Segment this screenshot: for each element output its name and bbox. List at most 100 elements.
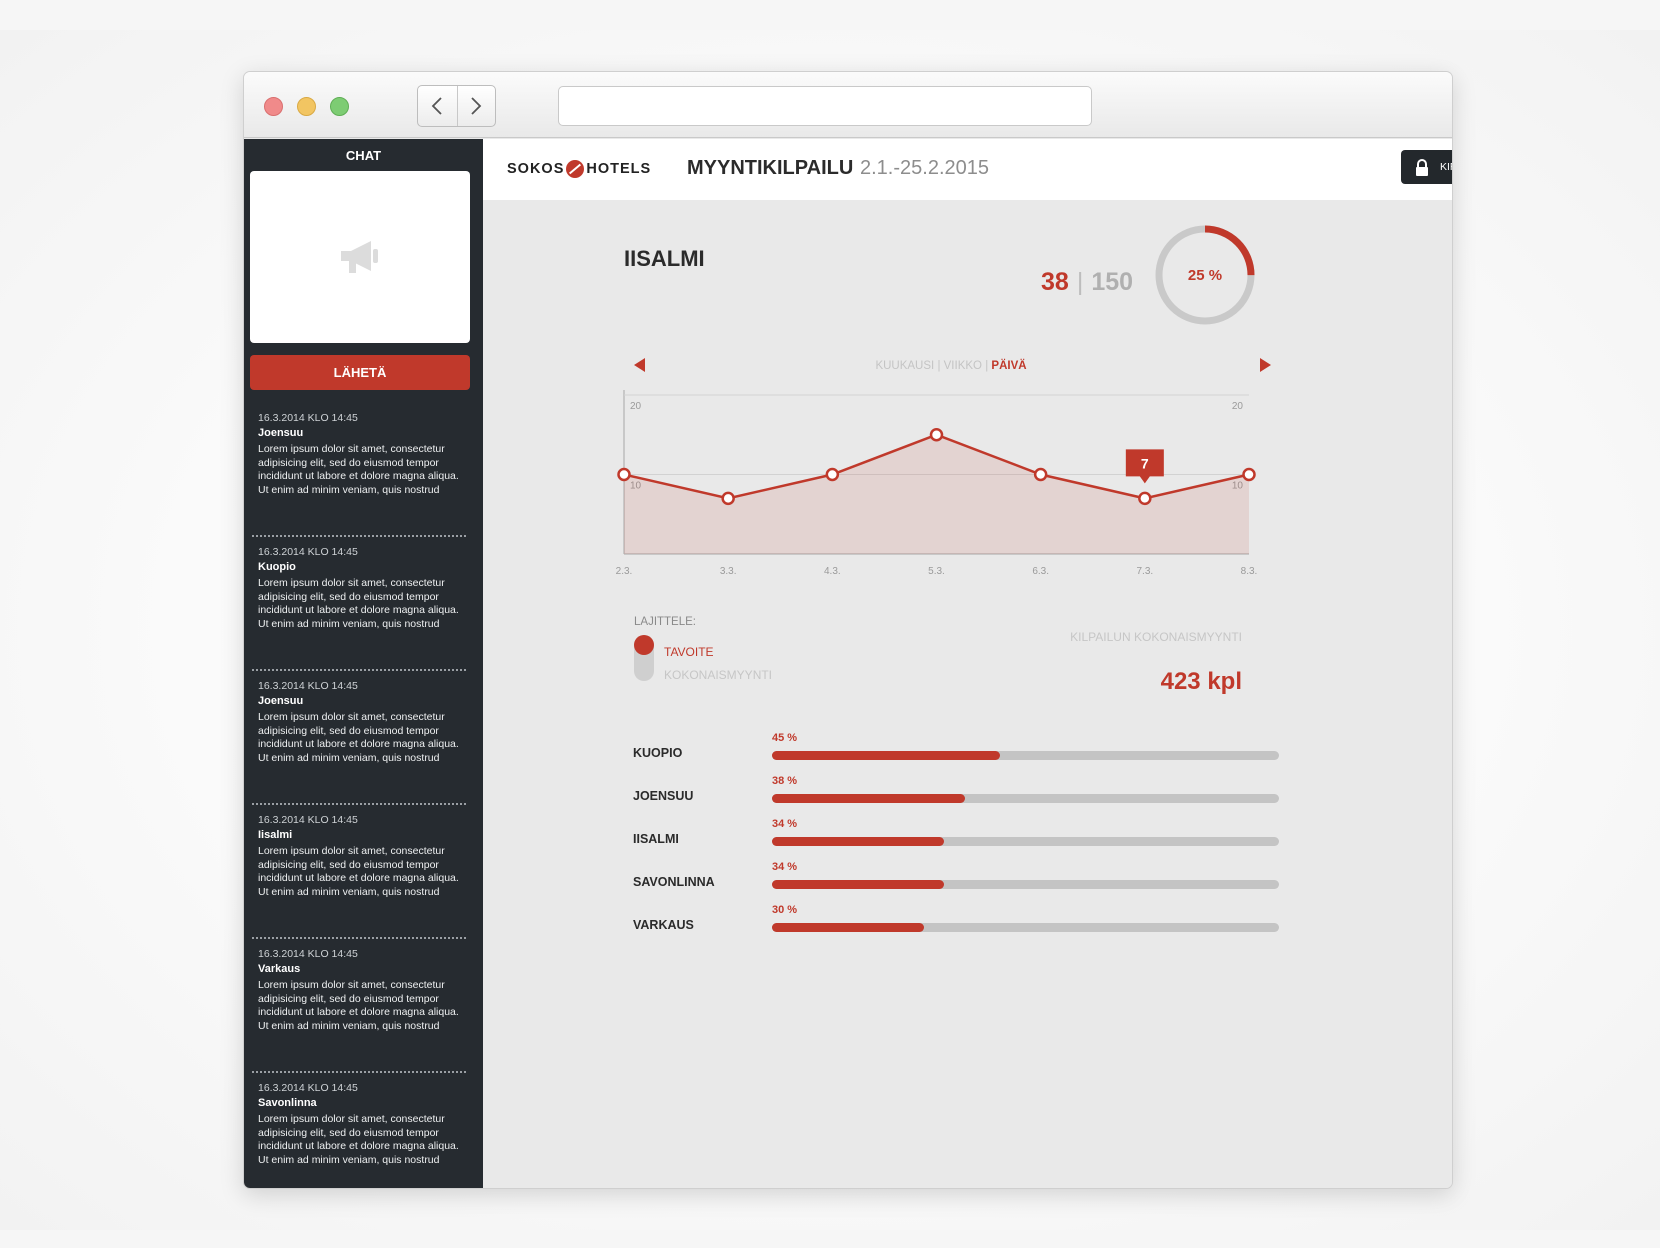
current-sales: 38 xyxy=(1041,268,1069,296)
period-sep-2: | xyxy=(985,360,988,372)
donut-progress-arc xyxy=(1155,225,1255,325)
sort-option-total-sales[interactable]: KOKONAISMYYNTI xyxy=(664,668,773,682)
browser-titlebar xyxy=(244,72,1452,138)
period-options: KUUKAUSI | VIIKKO | PÄIVÄ xyxy=(875,359,1026,372)
ranking-bar-track xyxy=(772,751,1279,760)
total-sales-value: 423 kpl xyxy=(1160,668,1242,695)
ranking-percent: 30 % xyxy=(772,904,798,916)
message-text: Lorem ipsum dolor sit amet, consectetur … xyxy=(258,443,459,496)
chat-message: 16.3.2014 KLO 14:45 Iisalmi Lorem ipsum do… xyxy=(252,805,466,939)
message-text: Lorem ipsum dolor sit amet, consectetur … xyxy=(258,845,459,898)
sort-toggle-knob[interactable] xyxy=(634,635,654,655)
competition-dates: 2.1.-25.2.2015 xyxy=(860,157,989,179)
main-content: IISALMI 38 | 150 25 % KUUKAUSI | VIIKKO | … xyxy=(483,200,1452,1188)
score-separator: | xyxy=(1076,268,1084,296)
message-timestamp: 16.3.2014 KLO 14:45 xyxy=(258,948,358,960)
chat-input[interactable] xyxy=(250,171,470,343)
chat-sidebar: CHAT LÄHETÄ 16.3.2014 KLO 14:45 Joensuu Lo… xyxy=(244,139,483,1188)
message-timestamp: 16.3.2014 KLO 14:45 xyxy=(258,814,358,826)
chat-message: 16.3.2014 KLO 14:45 Kuopio Lorem ipsum dol… xyxy=(252,537,466,671)
sokos-hotels-logo: SOKOS HOTELS xyxy=(507,160,651,178)
x-tick-label: 7.3. xyxy=(1136,566,1153,577)
data-point xyxy=(1242,467,1256,482)
forward-button[interactable] xyxy=(456,86,496,126)
chat-message: 16.3.2014 KLO 14:45 Savonlinna Lorem ipsum… xyxy=(252,1073,466,1188)
x-tick-label: 4.3. xyxy=(824,566,841,577)
x-tick-label: 8.3. xyxy=(1241,566,1258,577)
data-point xyxy=(929,428,944,442)
chat-title: CHAT xyxy=(345,148,382,163)
sort-toggle[interactable] xyxy=(634,635,654,681)
arrow-right-icon[interactable] xyxy=(1260,358,1271,372)
period-day[interactable]: PÄIVÄ xyxy=(991,359,1026,372)
message-author: Savonlinna xyxy=(258,1097,317,1109)
message-timestamp: 16.3.2014 KLO 14:45 xyxy=(258,546,358,558)
data-point xyxy=(721,491,735,506)
ranking-list: KUOPIO 45 % JOENSUU 38 % IISALMI 34 % SAVONLIN… xyxy=(633,730,1293,945)
back-button[interactable] xyxy=(418,86,457,126)
ranking-hotel-name: IISALMI xyxy=(633,832,679,846)
chat-message: 16.3.2014 KLO 14:45 Joensuu Lorem ipsum do… xyxy=(252,671,466,805)
y-tick-label-left: 10 xyxy=(630,481,642,492)
chart-area xyxy=(624,434,1249,554)
data-point xyxy=(1033,467,1048,482)
x-tick-label: 5.3. xyxy=(928,566,945,577)
ranking-percent: 45 % xyxy=(772,732,798,744)
logout-button[interactable]: KIRJAUDU ULOS xyxy=(1401,150,1452,184)
message-timestamp: 16.3.2014 KLO 14:45 xyxy=(258,412,358,424)
ranking-bar-fill xyxy=(772,837,945,846)
ranking-bar-fill xyxy=(772,794,965,803)
highlight-value: 7 xyxy=(1141,455,1149,471)
ranking-bar-fill xyxy=(772,751,1001,760)
page-title: MYYNTIKILPAILU xyxy=(687,157,854,179)
ranking-bar-fill xyxy=(772,880,945,889)
address-bar[interactable] xyxy=(558,86,1092,126)
lock-icon xyxy=(1415,158,1429,176)
ranking-row: VARKAUS 30 % xyxy=(633,902,1293,945)
ranking-bar-fill xyxy=(772,923,925,932)
message-text: Lorem ipsum dolor sit amet, consectetur … xyxy=(258,1113,459,1166)
chevron-left-icon xyxy=(431,97,442,115)
browser-window: CHAT LÄHETÄ 16.3.2014 KLO 14:45 Joensuu Lo… xyxy=(243,71,1453,1189)
period-month[interactable]: KUUKAUSI xyxy=(875,360,934,372)
megaphone-icon xyxy=(341,241,378,273)
message-author: Kuopio xyxy=(258,561,296,573)
message-timestamp: 16.3.2014 KLO 14:45 xyxy=(258,680,358,692)
close-window-button[interactable] xyxy=(264,97,283,116)
browser-nav-buttons xyxy=(417,85,496,127)
chevron-right-icon xyxy=(471,97,482,115)
x-tick-label: 3.3. xyxy=(720,566,737,577)
logo-text-left: SOKOS xyxy=(507,161,565,177)
ranking-bar-track xyxy=(772,923,1279,932)
x-tick-label: 2.3. xyxy=(616,566,633,577)
chat-message: 16.3.2014 KLO 14:45 Varkaus Lorem ipsum do… xyxy=(252,939,466,1073)
progress-donut: 25 % xyxy=(1155,225,1255,325)
ranking-row: JOENSUU 38 % xyxy=(633,773,1293,816)
ranking-row: KUOPIO 45 % xyxy=(633,730,1293,773)
period-selector: KUUKAUSI | VIIKKO | PÄIVÄ xyxy=(634,358,1271,372)
sales-chart: 10 10 20 20 2.3. 3.3. 4.3. 5.3. 6.3. 7.3. 8.3. 7 xyxy=(616,390,1258,577)
ranking-hotel-name: JOENSUU xyxy=(633,789,694,803)
chat-message: 16.3.2014 KLO 14:45 Joensuu Lorem ipsum do… xyxy=(252,403,466,537)
arrow-left-icon[interactable] xyxy=(634,358,645,372)
logout-label: KIRJAUDU ULOS xyxy=(1440,161,1452,173)
progress-label: 25 % xyxy=(1188,267,1222,284)
message-text: Lorem ipsum dolor sit amet, consectetur … xyxy=(258,979,459,1032)
y-tick-label-left: 20 xyxy=(630,401,642,412)
maximize-window-button[interactable] xyxy=(330,97,349,116)
minimize-window-button[interactable] xyxy=(297,97,316,116)
hotel-title: IISALMI xyxy=(624,246,705,271)
x-tick-label: 6.3. xyxy=(1032,566,1049,577)
period-week[interactable]: VIIKKO xyxy=(944,360,982,372)
ranking-bar-track xyxy=(772,794,1279,803)
message-author: Iisalmi xyxy=(258,829,293,841)
ranking-hotel-name: KUOPIO xyxy=(633,746,683,760)
message-author: Joensuu xyxy=(258,427,304,439)
message-author: Varkaus xyxy=(258,963,301,975)
logo-text-right: HOTELS xyxy=(586,161,652,177)
sort-option-target[interactable]: TAVOITE xyxy=(664,645,714,659)
send-button[interactable]: LÄHETÄ xyxy=(250,355,470,390)
app-header: SOKOS HOTELS MYYNTIKILPAILU 2.1.-25.2.20… xyxy=(483,139,1452,200)
data-point xyxy=(1138,491,1152,506)
data-point xyxy=(825,467,840,482)
